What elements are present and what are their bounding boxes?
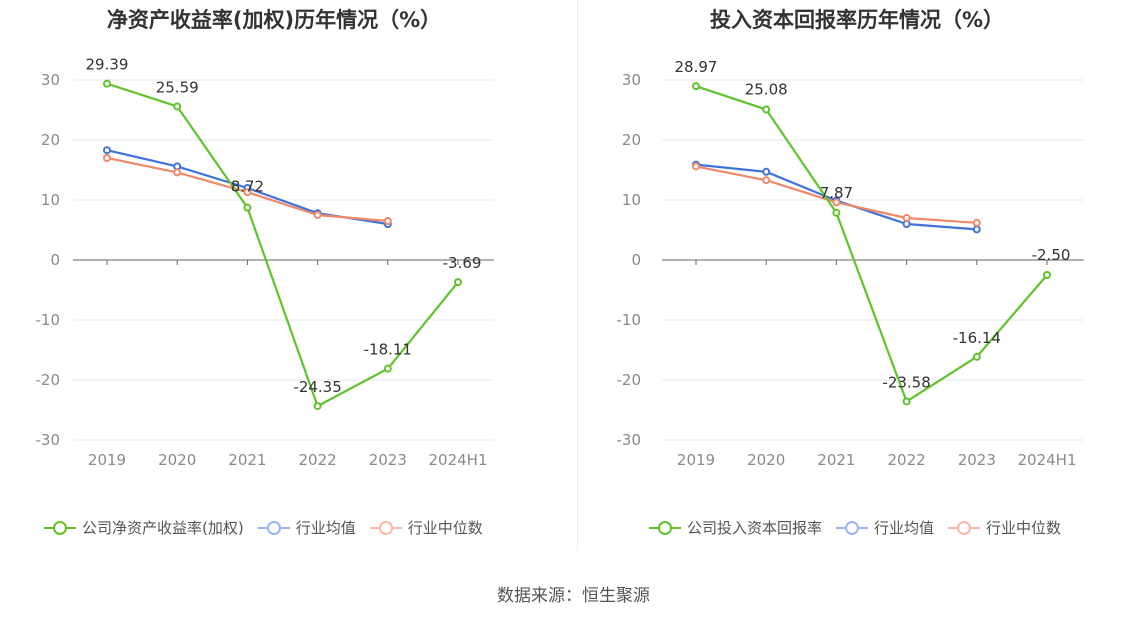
data-point-industry_median	[832, 198, 841, 207]
legend-item-industry-median[interactable]: 行业中位数	[948, 517, 1061, 538]
legend-industry-median-marker	[948, 520, 981, 535]
x-tick-label: 2023	[369, 451, 407, 469]
legend-item-company[interactable]: 公司净资产收益率(加权)	[44, 517, 244, 538]
y-tick-label: 20	[622, 131, 641, 149]
legend-label: 公司净资产收益率(加权)	[82, 519, 244, 537]
x-tick-label: 2019	[677, 451, 715, 469]
data-label: 7.87	[820, 184, 853, 202]
y-tick-label: -20	[36, 371, 61, 389]
y-tick-label: 10	[41, 191, 60, 209]
data-label: -2.50	[1032, 246, 1071, 264]
data-point-industry_median	[313, 211, 322, 219]
data-point-company	[972, 352, 981, 361]
data-point-company	[762, 105, 771, 114]
data-point-industry_avg	[103, 146, 111, 155]
data-label: -16.14	[953, 329, 1001, 347]
data-point-company	[383, 364, 392, 373]
y-tick-label: -30	[617, 431, 642, 449]
chart-legend: 公司净资产收益率(加权) 行业均值 行业中位数	[44, 517, 483, 538]
legend-item-company[interactable]: 公司投入资本回报率	[649, 517, 822, 538]
data-point-industry_median	[762, 176, 771, 185]
data-point-industry_median	[902, 214, 911, 222]
legend-item-industry-median[interactable]: 行业中位数	[369, 517, 483, 538]
data-point-industry_median	[383, 217, 392, 225]
data-label: -18.11	[364, 341, 412, 359]
legend-item-industry-avg[interactable]: 行业均值	[836, 517, 934, 538]
series-line-company	[106, 82, 459, 408]
x-tick-label: 2023	[958, 451, 996, 469]
legend-company-marker	[649, 520, 681, 535]
data-point-company	[1043, 271, 1051, 279]
legend-label: 行业均值	[295, 519, 356, 537]
roic-chart-panel: 投入资本回报率历年情况（%） -30 -20 -10 0 10 20 30 2019 2020 2…	[577, 0, 1147, 555]
x-tick-label: 2020	[158, 451, 196, 469]
data-label: 25.59	[156, 78, 199, 96]
data-label: -23.58	[882, 373, 930, 391]
data-source-note: 数据来源：恒生聚源	[497, 586, 650, 606]
y-tick-label: 10	[622, 191, 641, 209]
panel-divider	[577, 0, 578, 550]
x-tick-label: 2024H1	[1018, 451, 1077, 469]
legend-industry-avg-marker	[836, 520, 869, 535]
series-line-company	[695, 85, 1048, 403]
legend-item-industry-avg[interactable]: 行业均值	[257, 517, 356, 538]
x-tick-label: 2021	[817, 451, 855, 469]
roe-line-chart: -30 -20 -10 0 10 20 30 2019 2020 2021 2022 2023 2024…	[36, 56, 494, 469]
data-point-industry_median	[173, 168, 182, 177]
y-tick-label: 0	[631, 251, 641, 269]
y-tick-label: -10	[617, 311, 642, 329]
y-tick-label: -10	[36, 311, 61, 329]
data-point-industry_median	[972, 218, 981, 227]
x-tick-label: 2021	[228, 451, 266, 469]
x-tick-label: 2020	[747, 451, 785, 469]
legend-company-marker	[44, 520, 76, 535]
x-tick-label: 2019	[88, 451, 126, 469]
data-point-company	[313, 402, 322, 411]
x-tick-label: 2024H1	[429, 451, 488, 469]
y-tick-label: 20	[41, 131, 60, 149]
data-label: -24.35	[293, 378, 341, 396]
data-label: 8.72	[231, 178, 264, 196]
roe-chart-panel: 净资产收益率(加权)历年情况（%） -30 -20 -10 0 10 20 30 2019 20…	[0, 0, 577, 555]
x-tick-label: 2022	[299, 451, 337, 469]
data-label: -3.69	[443, 254, 482, 272]
data-point-company	[243, 203, 252, 212]
y-tick-label: -30	[36, 431, 61, 449]
data-label: 29.39	[86, 56, 129, 74]
legend-industry-avg-marker	[257, 520, 290, 535]
data-label: 28.97	[675, 58, 718, 76]
data-point-company	[832, 208, 841, 217]
legend-label: 行业中位数	[407, 519, 483, 537]
data-point-company	[103, 79, 111, 88]
data-point-industry_avg	[762, 167, 771, 176]
legend-industry-median-marker	[369, 520, 402, 535]
chart-title: 净资产收益率(加权)历年情况（%）	[106, 8, 442, 32]
chart-title: 投入资本回报率历年情况（%）	[709, 8, 1005, 32]
legend-label: 行业均值	[874, 519, 935, 537]
y-tick-label: 30	[41, 71, 60, 89]
data-point-industry_median	[243, 188, 252, 197]
legend-label: 行业中位数	[986, 519, 1062, 537]
data-point-industry_median	[692, 162, 700, 171]
data-point-industry_avg	[972, 225, 981, 234]
data-point-industry_median	[103, 154, 111, 162]
data-point-company	[173, 102, 182, 111]
y-tick-label: -20	[617, 371, 642, 389]
roic-line-chart: -30 -20 -10 0 10 20 30 2019 2020 2021 2022 2023 2024…	[617, 58, 1084, 469]
legend-label: 公司投入资本回报率	[687, 519, 823, 537]
y-tick-label: 30	[622, 71, 641, 89]
data-point-company	[454, 278, 462, 287]
chart-legend: 公司投入资本回报率 行业均值 行业中位数	[649, 517, 1061, 538]
y-tick-label: 0	[50, 251, 60, 269]
data-point-company	[692, 82, 700, 91]
data-point-company	[902, 397, 911, 406]
x-tick-label: 2022	[888, 451, 926, 469]
data-label: 25.08	[745, 81, 788, 99]
